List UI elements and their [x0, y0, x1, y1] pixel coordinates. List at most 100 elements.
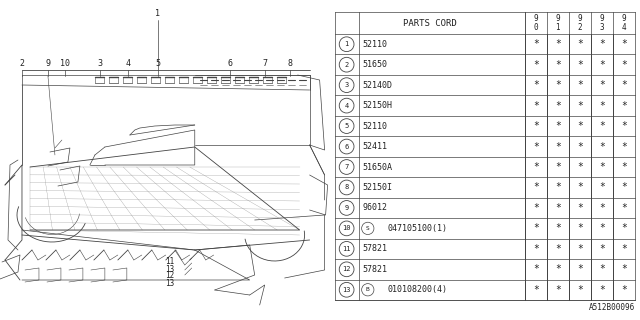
Text: 52150I: 52150I [363, 183, 393, 192]
Text: *: * [599, 182, 605, 192]
Text: 2: 2 [19, 60, 24, 68]
Text: 96012: 96012 [363, 204, 388, 212]
Text: S: S [366, 226, 370, 231]
Text: *: * [599, 162, 605, 172]
Text: 9: 9 [45, 60, 51, 68]
Text: *: * [555, 244, 561, 254]
Text: 5: 5 [156, 60, 160, 68]
Text: *: * [577, 203, 583, 213]
Text: *: * [621, 162, 627, 172]
Text: *: * [555, 162, 561, 172]
Text: *: * [621, 141, 627, 152]
Text: *: * [621, 121, 627, 131]
Text: *: * [621, 100, 627, 111]
Text: *: * [533, 80, 539, 90]
Text: *: * [577, 121, 583, 131]
Text: *: * [599, 121, 605, 131]
Text: 9: 9 [578, 14, 582, 23]
Text: 7: 7 [344, 164, 349, 170]
Text: 57821: 57821 [363, 244, 388, 253]
Text: 3: 3 [600, 23, 604, 32]
Text: *: * [555, 223, 561, 233]
Text: *: * [599, 244, 605, 254]
Text: *: * [621, 80, 627, 90]
Text: *: * [533, 141, 539, 152]
Text: *: * [621, 182, 627, 192]
Text: *: * [599, 80, 605, 90]
Text: 9: 9 [344, 205, 349, 211]
Text: 4: 4 [125, 60, 131, 68]
Text: 6: 6 [227, 60, 232, 68]
Text: *: * [533, 264, 539, 274]
Text: *: * [577, 244, 583, 254]
Text: 52150H: 52150H [363, 101, 393, 110]
Text: *: * [577, 285, 583, 295]
Text: *: * [577, 264, 583, 274]
Text: 13: 13 [165, 278, 175, 287]
Text: 11: 11 [165, 258, 175, 267]
Text: 12: 12 [342, 266, 351, 272]
Text: PARTS CORD: PARTS CORD [403, 19, 456, 28]
Text: 11: 11 [342, 246, 351, 252]
Text: 12: 12 [165, 271, 175, 281]
Text: 9: 9 [534, 14, 538, 23]
Text: *: * [533, 121, 539, 131]
Text: 3: 3 [344, 82, 349, 88]
Text: 1: 1 [344, 41, 349, 47]
Text: *: * [621, 285, 627, 295]
Text: *: * [555, 39, 561, 49]
Text: 57821: 57821 [363, 265, 388, 274]
Text: *: * [599, 264, 605, 274]
Text: 2: 2 [578, 23, 582, 32]
Text: 7: 7 [262, 60, 267, 68]
Text: *: * [555, 285, 561, 295]
Text: *: * [533, 203, 539, 213]
Text: *: * [555, 60, 561, 70]
Text: *: * [533, 285, 539, 295]
Text: *: * [577, 182, 583, 192]
Text: 8: 8 [344, 184, 349, 190]
Text: 52411: 52411 [363, 142, 388, 151]
Text: *: * [577, 60, 583, 70]
Text: *: * [555, 80, 561, 90]
Text: *: * [533, 39, 539, 49]
Text: *: * [599, 203, 605, 213]
Text: *: * [577, 100, 583, 111]
Text: *: * [599, 39, 605, 49]
Text: *: * [577, 162, 583, 172]
Text: A512B00096: A512B00096 [589, 303, 635, 312]
Text: 51650: 51650 [363, 60, 388, 69]
Text: *: * [577, 80, 583, 90]
Text: *: * [599, 60, 605, 70]
Text: B: B [366, 287, 370, 292]
Text: 13: 13 [165, 265, 175, 274]
Text: *: * [533, 162, 539, 172]
Text: *: * [555, 182, 561, 192]
Text: *: * [533, 182, 539, 192]
Text: *: * [621, 244, 627, 254]
Text: 1: 1 [156, 10, 160, 19]
Text: 1: 1 [556, 23, 560, 32]
Text: *: * [533, 223, 539, 233]
Text: *: * [599, 285, 605, 295]
Text: 9: 9 [600, 14, 604, 23]
Text: *: * [577, 39, 583, 49]
Text: 3: 3 [97, 60, 102, 68]
Text: *: * [555, 121, 561, 131]
Text: *: * [533, 244, 539, 254]
Text: *: * [621, 39, 627, 49]
Text: 9: 9 [621, 14, 627, 23]
Text: 047105100(1): 047105100(1) [388, 224, 448, 233]
Text: *: * [621, 223, 627, 233]
Text: *: * [599, 141, 605, 152]
Text: 9: 9 [556, 14, 560, 23]
Text: *: * [555, 264, 561, 274]
Text: *: * [577, 141, 583, 152]
Text: 10: 10 [60, 60, 70, 68]
Text: *: * [555, 100, 561, 111]
Text: *: * [599, 223, 605, 233]
Text: 52110: 52110 [363, 122, 388, 131]
Text: 8: 8 [287, 60, 292, 68]
Text: *: * [621, 60, 627, 70]
Text: 6: 6 [344, 144, 349, 149]
